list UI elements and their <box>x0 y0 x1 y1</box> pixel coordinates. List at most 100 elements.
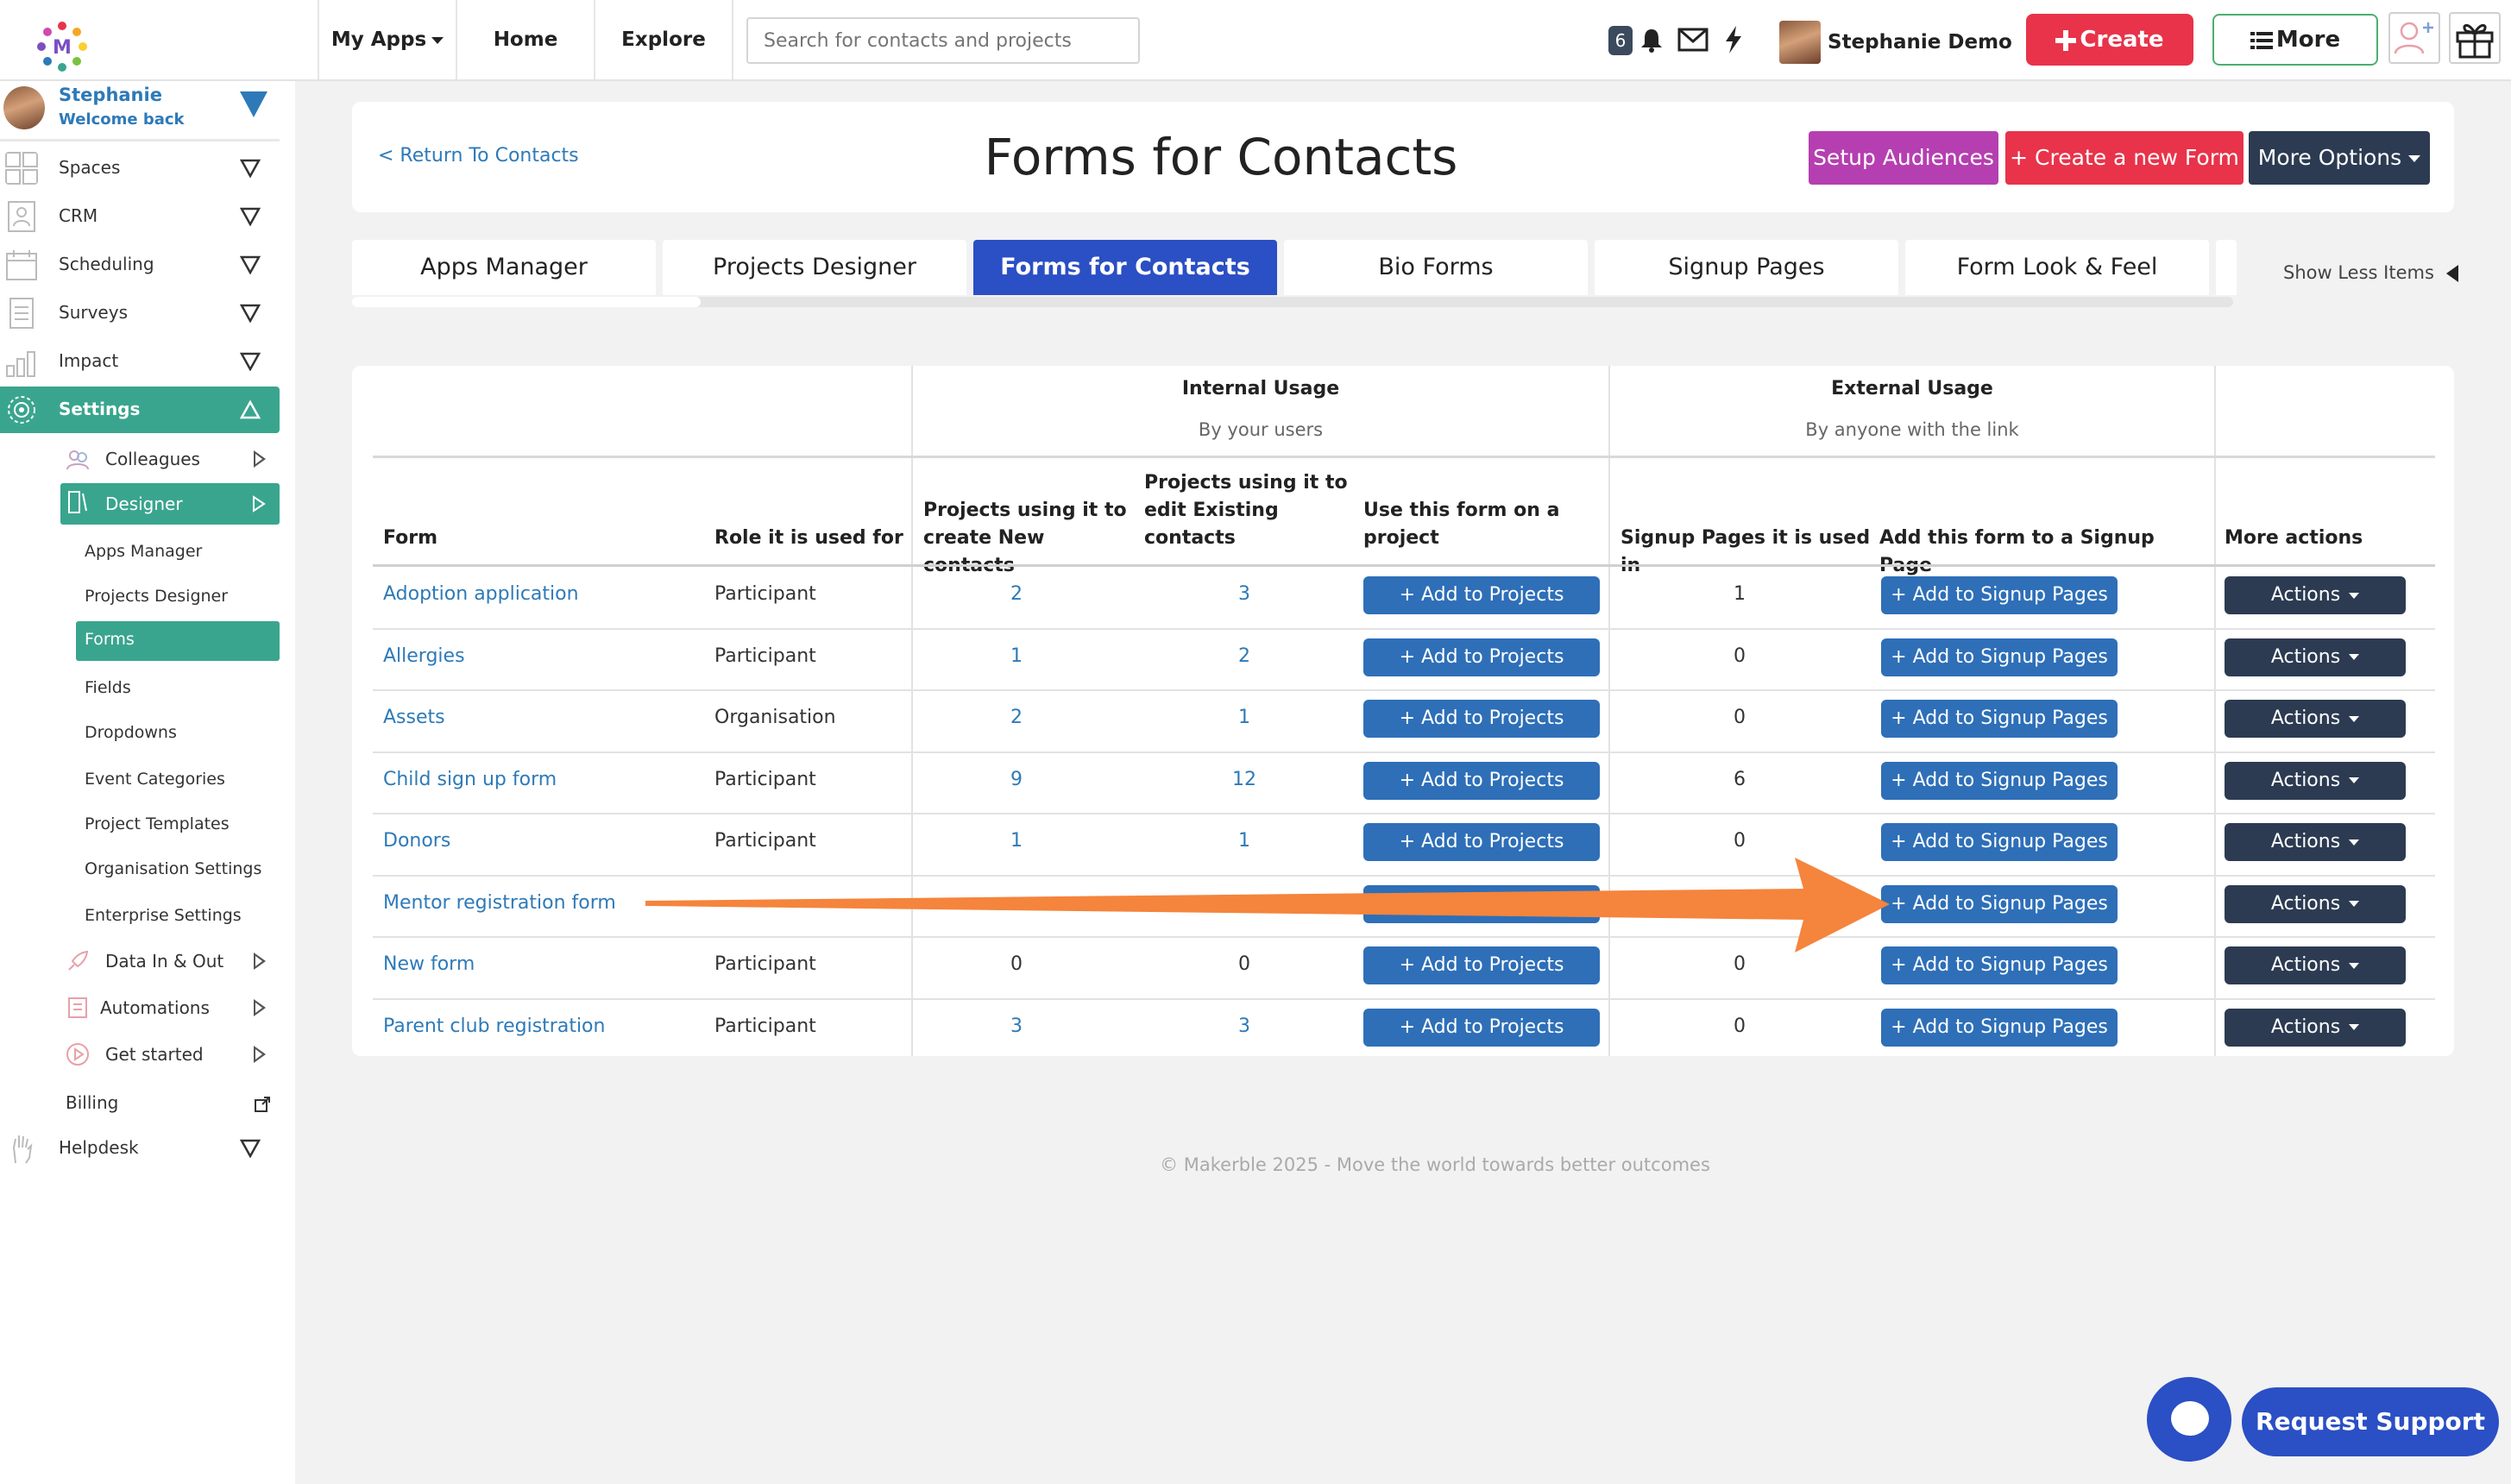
invite-user-button[interactable] <box>2388 12 2440 64</box>
sidebar-item-get-started[interactable]: Get started <box>60 1035 280 1073</box>
add-to-signup-pages-button[interactable]: + Add to Signup Pages <box>1881 884 2118 923</box>
add-to-signup-pages-button[interactable]: + Add to Signup Pages <box>1881 946 2118 984</box>
bell-icon[interactable] <box>1639 28 1664 53</box>
actions-dropdown-button[interactable]: Actions <box>2225 761 2406 800</box>
projects-new-count[interactable]: 1 <box>1010 830 1023 852</box>
sidebar-item-crm[interactable]: CRM <box>0 195 280 238</box>
form-name-link[interactable]: Adoption application <box>383 583 579 605</box>
projects-new-count[interactable]: 2 <box>1010 707 1023 728</box>
request-support-button[interactable]: Request Support <box>2242 1387 2499 1456</box>
nav-home[interactable]: Home <box>493 28 558 51</box>
create-new-form-button[interactable]: + Create a new Form <box>2005 131 2244 185</box>
form-name-link[interactable]: Mentor registration form <box>383 891 616 914</box>
sidebar-item-helpdesk[interactable]: Helpdesk <box>0 1127 280 1170</box>
sidebar-item-projects-designer[interactable]: Projects Designer <box>76 578 280 616</box>
more-button[interactable]: More <box>2212 14 2378 66</box>
sidebar-item-dropdowns[interactable]: Dropdowns <box>76 714 280 752</box>
setup-audiences-button[interactable]: Setup Audiences <box>1809 131 1998 185</box>
makerble-logo[interactable]: M <box>35 19 90 74</box>
chat-bubble-button[interactable] <box>2147 1377 2231 1462</box>
sidebar-item-event-categories[interactable]: Event Categories <box>76 761 280 799</box>
projects-new-count[interactable]: 3 <box>1010 1015 1023 1037</box>
sidebar-item-forms[interactable]: Forms <box>76 621 280 661</box>
collapse-sidebar-icon[interactable] <box>240 91 267 117</box>
sidebar-item-surveys[interactable]: Surveys <box>0 292 280 335</box>
tab-bio-forms[interactable]: Bio Forms <box>1284 240 1588 295</box>
add-to-projects-button[interactable]: + Add to Projects <box>1363 638 1600 676</box>
mail-icon[interactable] <box>1677 28 1709 52</box>
sidebar-item-designer[interactable]: Designer <box>60 483 280 525</box>
add-to-signup-pages-button[interactable]: + Add to Signup Pages <box>1881 700 2118 738</box>
notification-count-badge[interactable]: 6 <box>1608 26 1633 55</box>
sidebar-item-label: Spaces <box>59 157 121 178</box>
signup-pages-count: 1 <box>1734 583 1746 605</box>
tab-form-look-feel[interactable]: Form Look & Feel <box>1905 240 2209 295</box>
tab-apps-manager[interactable]: Apps Manager <box>352 240 656 295</box>
form-name-link[interactable]: Child sign up form <box>383 768 557 790</box>
actions-dropdown-button[interactable]: Actions <box>2225 823 2406 861</box>
form-name-link[interactable]: Assets <box>383 707 445 728</box>
add-to-signup-pages-button[interactable]: + Add to Signup Pages <box>1881 576 2118 614</box>
projects-edit-count[interactable]: 12 <box>1232 768 1256 790</box>
sidebar-item-billing[interactable]: Billing <box>0 1082 280 1125</box>
sidebar-item-apps-manager[interactable]: Apps Manager <box>76 533 280 571</box>
projects-edit-count[interactable]: 3 <box>1238 1015 1250 1037</box>
sidebar-item-organisation-settings[interactable]: Organisation Settings <box>76 851 280 889</box>
tabs-scrollbar[interactable] <box>352 297 2233 307</box>
more-options-button[interactable]: More Options <box>2249 131 2430 185</box>
add-to-projects-button[interactable]: + Add to Projects <box>1363 1008 1600 1047</box>
add-to-projects-button[interactable]: + Add to Projects <box>1363 761 1600 800</box>
add-to-signup-pages-button[interactable]: + Add to Signup Pages <box>1881 823 2118 861</box>
sidebar-item-settings[interactable]: Settings <box>0 387 280 433</box>
add-to-signup-pages-button[interactable]: + Add to Signup Pages <box>1881 638 2118 676</box>
add-to-signup-pages-button[interactable]: + Add to Signup Pages <box>1881 761 2118 800</box>
sidebar-item-enterprise-settings[interactable]: Enterprise Settings <box>76 897 280 935</box>
add-to-projects-button[interactable]: + Add to Projects <box>1363 823 1600 861</box>
add-to-projects-button[interactable]: + Add to Projects <box>1363 576 1600 614</box>
sidebar-item-impact[interactable]: Impact <box>0 340 280 383</box>
projects-new-count[interactable]: 9 <box>1010 768 1023 790</box>
actions-dropdown-button[interactable]: Actions <box>2225 1008 2406 1047</box>
tab-projects-designer[interactable]: Projects Designer <box>663 240 966 295</box>
actions-dropdown-button[interactable]: Actions <box>2225 638 2406 676</box>
sidebar-item-spaces[interactable]: Spaces <box>0 147 280 190</box>
gift-button[interactable] <box>2449 12 2501 64</box>
projects-new-count[interactable]: 1 <box>1010 645 1023 667</box>
lightning-icon[interactable] <box>1724 26 1743 53</box>
actions-dropdown-button[interactable]: Actions <box>2225 884 2406 923</box>
sidebar-item-scheduling[interactable]: Scheduling <box>0 243 280 286</box>
sidebar-item-colleagues[interactable]: Colleagues <box>60 440 280 478</box>
table-row: Donors Participant 1 1 + Add to Projects 0 + A… <box>352 813 2454 875</box>
show-less-items-toggle[interactable]: Show Less Items <box>2283 262 2458 283</box>
add-to-projects-button[interactable]: + Add to Projects <box>1363 946 1600 984</box>
sidebar-user-panel[interactable]: Stephanie Welcome back <box>0 81 280 141</box>
add-to-projects-button[interactable] <box>1363 884 1600 923</box>
my-apps-menu[interactable]: My Apps <box>319 0 456 79</box>
projects-edit-count[interactable]: 1 <box>1238 707 1250 728</box>
actions-dropdown-button[interactable]: Actions <box>2225 946 2406 984</box>
form-name-link[interactable]: Parent club registration <box>383 1015 606 1037</box>
tab-forms-for-contacts[interactable]: Forms for Contacts <box>973 240 1277 295</box>
actions-dropdown-button[interactable]: Actions <box>2225 700 2406 738</box>
return-to-contacts-link[interactable]: < Return To Contacts <box>378 145 579 167</box>
search-input[interactable] <box>746 17 1140 64</box>
sidebar-item-data-in-out[interactable]: Data In & Out <box>60 942 280 980</box>
sidebar-item-project-templates[interactable]: Project Templates <box>76 806 280 844</box>
sidebar-item-automations[interactable]: Automations <box>60 989 280 1027</box>
projects-edit-count[interactable]: 2 <box>1238 645 1250 667</box>
actions-dropdown-button[interactable]: Actions <box>2225 576 2406 614</box>
tab-overflow[interactable] <box>2216 240 2237 295</box>
form-name-link[interactable]: Allergies <box>383 645 465 667</box>
nav-explore[interactable]: Explore <box>621 28 706 51</box>
sidebar-item-fields[interactable]: Fields <box>76 670 280 707</box>
form-name-link[interactable]: New form <box>383 953 475 975</box>
tab-signup-pages[interactable]: Signup Pages <box>1595 240 1898 295</box>
projects-new-count[interactable]: 2 <box>1010 583 1023 605</box>
form-name-link[interactable]: Donors <box>383 830 451 852</box>
tabs-scrollbar-thumb[interactable] <box>352 297 701 307</box>
create-button[interactable]: Create <box>2026 14 2193 66</box>
add-to-projects-button[interactable]: + Add to Projects <box>1363 700 1600 738</box>
projects-edit-count[interactable]: 3 <box>1238 583 1250 605</box>
projects-edit-count[interactable]: 1 <box>1238 830 1250 852</box>
add-to-signup-pages-button[interactable]: + Add to Signup Pages <box>1881 1008 2118 1047</box>
